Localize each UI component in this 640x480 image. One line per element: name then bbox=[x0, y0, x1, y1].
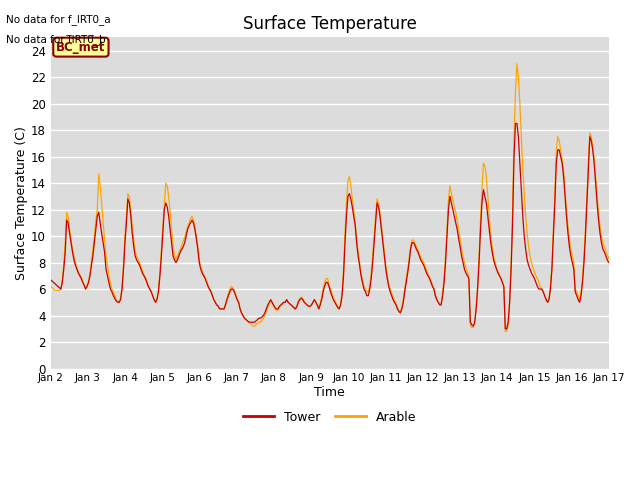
Text: No data for f_IRT0_a: No data for f_IRT0_a bbox=[6, 14, 111, 25]
Title: Surface Temperature: Surface Temperature bbox=[243, 15, 417, 33]
Text: No data for f̅IRT0̅_b: No data for f̅IRT0̅_b bbox=[6, 34, 106, 45]
Y-axis label: Surface Temperature (C): Surface Temperature (C) bbox=[15, 126, 28, 280]
Legend: Tower, Arable: Tower, Arable bbox=[237, 406, 422, 429]
X-axis label: Time: Time bbox=[314, 386, 345, 399]
Text: BC_met: BC_met bbox=[56, 41, 106, 54]
